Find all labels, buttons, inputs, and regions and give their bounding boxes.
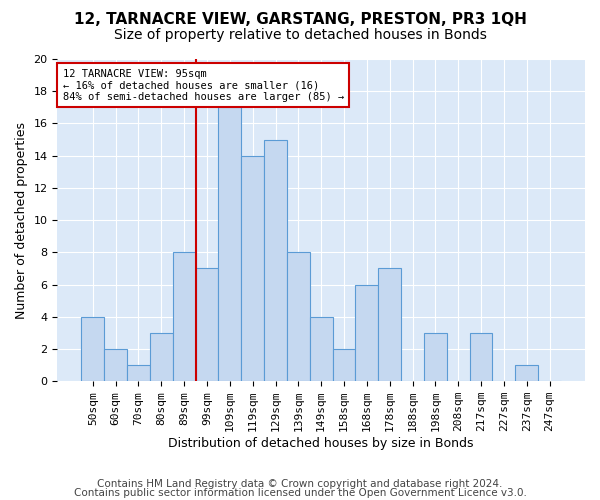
Bar — [150, 333, 173, 381]
Text: Contains public sector information licensed under the Open Government Licence v3: Contains public sector information licen… — [74, 488, 526, 498]
Bar — [287, 252, 310, 381]
Bar — [241, 156, 264, 381]
Bar — [332, 349, 355, 381]
Bar — [127, 365, 150, 381]
Bar — [82, 317, 104, 381]
Text: Size of property relative to detached houses in Bonds: Size of property relative to detached ho… — [113, 28, 487, 42]
Bar — [424, 333, 447, 381]
Bar — [355, 284, 379, 381]
Bar — [218, 108, 241, 381]
Y-axis label: Number of detached properties: Number of detached properties — [15, 122, 28, 318]
Bar — [196, 268, 218, 381]
X-axis label: Distribution of detached houses by size in Bonds: Distribution of detached houses by size … — [169, 437, 474, 450]
Bar — [379, 268, 401, 381]
Bar — [470, 333, 493, 381]
Text: 12 TARNACRE VIEW: 95sqm
← 16% of detached houses are smaller (16)
84% of semi-de: 12 TARNACRE VIEW: 95sqm ← 16% of detache… — [62, 68, 344, 102]
Bar — [104, 349, 127, 381]
Text: 12, TARNACRE VIEW, GARSTANG, PRESTON, PR3 1QH: 12, TARNACRE VIEW, GARSTANG, PRESTON, PR… — [74, 12, 526, 28]
Bar — [264, 140, 287, 381]
Text: Contains HM Land Registry data © Crown copyright and database right 2024.: Contains HM Land Registry data © Crown c… — [97, 479, 503, 489]
Bar — [173, 252, 196, 381]
Bar — [515, 365, 538, 381]
Bar — [310, 317, 332, 381]
